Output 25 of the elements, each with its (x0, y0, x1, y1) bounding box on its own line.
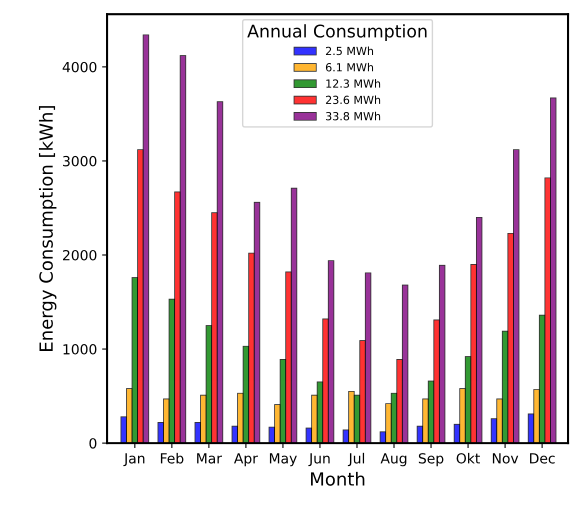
y-tick-label: 4000 (62, 62, 96, 72)
x-tick-label: Okt (456, 452, 480, 464)
legend-label: 12.3 MWh (326, 79, 380, 88)
y-tick-label: 0 (89, 438, 96, 449)
x-tick-label: Jan (123, 453, 144, 466)
x-tick-label: Dec (530, 453, 555, 464)
legend-label: 33.8 MWh (326, 112, 380, 120)
x-tick-label: Feb (160, 452, 184, 464)
x-tick-label: May (270, 453, 297, 466)
y-axis-title: Energy Consumption [kWh] (38, 106, 56, 351)
legend-label: 6.1 MWh (326, 62, 374, 72)
legend-label: 2.5 MWh (326, 46, 374, 56)
x-tick-label: Mar (197, 453, 222, 464)
x-tick-label: Sep (418, 453, 444, 466)
x-tick-label: Apr (234, 453, 258, 466)
x-axis-title: Month (311, 472, 364, 486)
y-tick-label: 2000 (63, 250, 96, 260)
x-tick-label: Aug (380, 453, 406, 466)
legend-label: 23.6 MWh (326, 95, 380, 104)
y-tick-label: 1000 (64, 344, 96, 355)
x-tick-label: Jul (348, 452, 364, 466)
legend-title: Annual Consumption (247, 24, 426, 41)
x-tick-label: Jun (308, 453, 330, 466)
y-tick-label: 3000 (63, 156, 96, 166)
x-tick-label: Nov (492, 453, 518, 464)
